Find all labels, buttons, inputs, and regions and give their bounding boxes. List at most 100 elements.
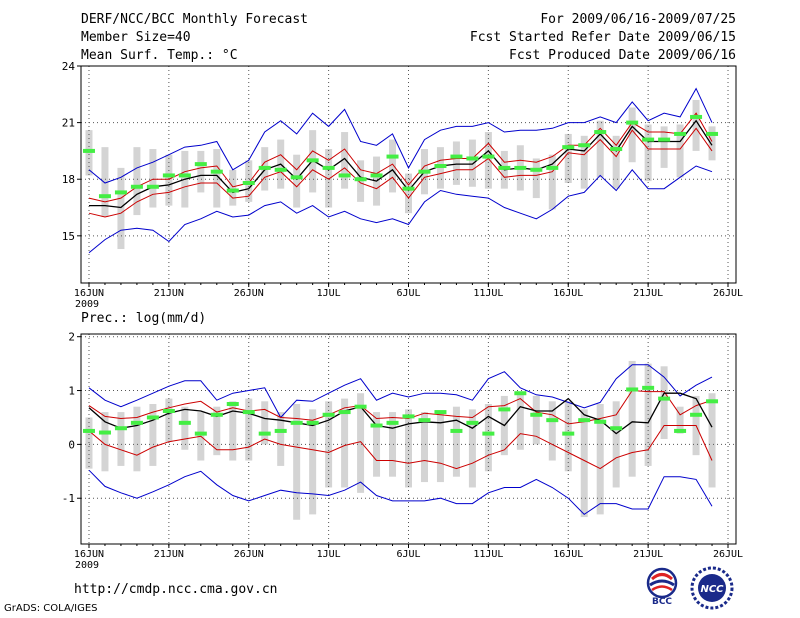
- source-url[interactable]: http://cmdp.ncc.cma.gov.cn: [74, 582, 278, 597]
- ensemble-box: [389, 139, 397, 193]
- variable-label: Mean Surf. Temp.: °C: [81, 48, 238, 63]
- climatology-marker: [626, 120, 639, 125]
- climatology-marker: [242, 180, 255, 185]
- climatology-marker: [130, 420, 143, 425]
- ensemble-box: [676, 406, 684, 434]
- climatology-marker: [674, 428, 687, 433]
- climatology-marker: [706, 131, 719, 136]
- ensemble-box: [484, 132, 492, 189]
- ensemble-box: [452, 406, 460, 477]
- series-lower: [88, 165, 713, 254]
- climatology-marker: [178, 173, 191, 178]
- member-size-label: Member Size=40: [81, 30, 191, 45]
- ensemble-box: [628, 107, 636, 163]
- series-spread-lower: [88, 127, 713, 218]
- x-tick-year-label: 2009: [75, 560, 99, 571]
- chart-title: DERF/NCC/BCC Monthly Forecast: [81, 12, 308, 27]
- climatology-marker: [594, 419, 607, 424]
- ensemble-box: [245, 398, 253, 461]
- climatology-marker: [434, 164, 447, 169]
- series-upper: [88, 364, 713, 419]
- x-tick-label: 26JUN: [234, 288, 264, 299]
- forecast-period: For 2009/06/16-2009/07/25: [540, 12, 736, 27]
- ensemble-box: [165, 154, 173, 206]
- climatology-marker: [306, 420, 319, 425]
- climatology-marker: [642, 385, 655, 390]
- climatology-marker: [210, 169, 223, 174]
- climatology-marker: [82, 148, 95, 153]
- climatology-marker: [98, 430, 111, 435]
- ensemble-box: [660, 366, 668, 439]
- ensemble-box: [133, 406, 141, 472]
- climatology-marker: [578, 418, 591, 423]
- ensemble-box: [708, 126, 716, 161]
- ensemble-box: [85, 417, 93, 469]
- climatology-marker: [610, 147, 623, 152]
- ensemble-box: [436, 412, 444, 483]
- climatology-marker: [562, 145, 575, 150]
- ncc-logo: NCC: [690, 566, 734, 610]
- x-tick-label: 26JUL: [713, 549, 743, 560]
- climatology-marker: [658, 396, 671, 401]
- ensemble-box: [644, 124, 652, 182]
- climatology-marker: [290, 175, 303, 180]
- climatology-marker: [386, 154, 399, 159]
- climatology-marker: [370, 173, 383, 178]
- ensemble-box: [596, 404, 604, 515]
- ensemble-box: [117, 412, 125, 466]
- ensemble-box: [468, 139, 476, 187]
- climatology-marker: [546, 418, 559, 423]
- ensemble-box: [229, 401, 237, 461]
- climatology-marker: [562, 431, 575, 436]
- climatology-marker: [466, 420, 479, 425]
- climatology-marker: [434, 410, 447, 415]
- climatology-marker: [98, 194, 111, 199]
- ensemble-box: [548, 401, 556, 461]
- x-tick-label: 21JUL: [633, 549, 663, 560]
- x-tick-label: 21JUN: [154, 549, 184, 560]
- x-tick-label: 16JUL: [553, 549, 583, 560]
- ensemble-box: [612, 401, 620, 488]
- started-refer-date: Fcst Started Refer Date 2009/06/15: [469, 30, 736, 45]
- climatology-marker: [690, 114, 703, 119]
- ensemble-box: [261, 401, 269, 445]
- ensemble-box: [389, 412, 397, 477]
- y-tick-label: 24: [62, 60, 76, 73]
- climatology-marker: [530, 167, 543, 172]
- climatology-marker: [402, 186, 415, 191]
- x-tick-label: 16JUN: [74, 549, 104, 560]
- x-tick-label: 16JUL: [553, 288, 583, 299]
- ensemble-box: [293, 404, 301, 520]
- climatology-marker: [290, 420, 303, 425]
- ensemble-box: [341, 132, 349, 189]
- ensemble-box: [580, 409, 588, 518]
- ensemble-box: [117, 167, 125, 250]
- ensemble-box: [293, 154, 301, 208]
- series-lower: [88, 469, 713, 516]
- y-tick-label: 2: [68, 331, 75, 344]
- climatology-marker: [498, 165, 511, 170]
- climatology-marker: [530, 412, 543, 417]
- x-tick-label: 1JUL: [317, 549, 341, 560]
- series-upper: [88, 87, 713, 184]
- bcc-logo-text: BCC: [652, 597, 672, 606]
- ensemble-box: [149, 149, 157, 208]
- ensemble-box: [532, 158, 540, 199]
- climatology-marker: [466, 156, 479, 161]
- climatology-marker: [658, 137, 671, 142]
- climatology-marker: [274, 167, 287, 172]
- ensemble-box: [197, 150, 205, 193]
- bcc-logo: BCC: [646, 567, 678, 606]
- climatology-marker: [418, 418, 431, 423]
- y-tick-label: 1: [68, 385, 75, 398]
- series-spread-upper: [88, 112, 713, 203]
- climatology-marker: [450, 428, 463, 433]
- x-tick-year-label: 2009: [75, 299, 99, 310]
- ensemble-box: [149, 404, 157, 466]
- climatology-marker: [226, 402, 239, 406]
- climatology-marker: [194, 162, 207, 167]
- x-tick-label: 16JUN: [74, 288, 104, 299]
- series-spread-lower: [88, 425, 713, 470]
